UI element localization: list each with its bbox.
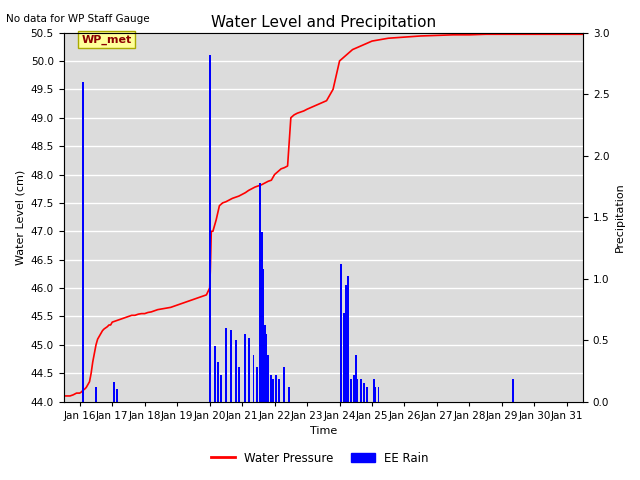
Bar [366,387,368,402]
Bar [347,276,349,402]
Bar [266,334,268,402]
Bar [264,325,266,402]
Bar [238,367,240,402]
Bar [82,82,84,402]
Legend: Water Pressure, EE Rain: Water Pressure, EE Rain [207,447,433,469]
Bar [256,367,258,402]
Bar [378,387,380,402]
Bar [259,183,261,402]
Bar [355,355,356,402]
Bar [235,340,237,402]
Bar [363,383,365,402]
Bar [350,380,352,402]
Bar [356,380,358,402]
Bar [353,374,355,402]
Bar [225,328,227,402]
Bar [209,55,211,402]
Bar [360,380,362,402]
X-axis label: Time: Time [310,426,337,436]
Bar [372,380,374,402]
Bar [217,362,219,402]
Bar [374,387,376,402]
Bar [220,374,222,402]
Bar [272,380,274,402]
Bar [244,334,246,402]
Text: No data for WP Staff Gauge: No data for WP Staff Gauge [6,14,150,24]
Bar [267,355,269,402]
Bar [284,367,285,402]
Bar [345,285,347,402]
Title: Water Level and Precipitation: Water Level and Precipitation [211,15,436,30]
Bar [253,355,255,402]
Bar [262,269,264,402]
Bar [288,387,290,402]
Bar [116,389,118,402]
Bar [214,346,216,402]
Y-axis label: Precipitation: Precipitation [615,182,625,252]
Bar [275,374,277,402]
Y-axis label: Water Level (cm): Water Level (cm) [15,169,25,264]
Bar [512,380,515,402]
Text: WP_met: WP_met [81,34,132,45]
Bar [340,264,342,402]
Bar [113,382,115,402]
Bar [95,387,97,402]
Bar [278,380,280,402]
Bar [230,330,232,402]
Bar [269,374,272,402]
Bar [248,337,250,402]
Bar [344,313,346,402]
Bar [260,232,262,402]
